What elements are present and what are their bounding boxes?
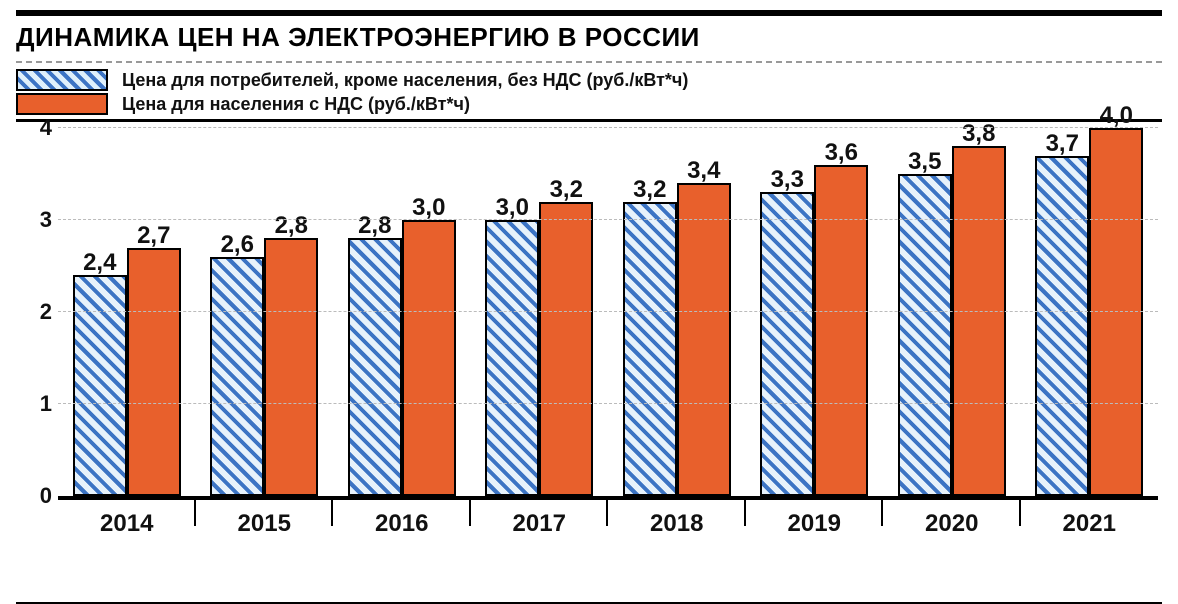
gridline xyxy=(58,127,1158,128)
y-tick-label: 1 xyxy=(18,391,52,417)
bar-chart: 2,42,72,62,82,83,03,03,23,23,43,33,63,53… xyxy=(16,128,1162,548)
bars-container: 2,42,72,62,82,83,03,03,23,23,43,33,63,53… xyxy=(58,128,1158,496)
bar-series2: 3,4 xyxy=(677,183,731,496)
top-rule xyxy=(16,10,1162,16)
x-tick-label: 2016 xyxy=(333,500,471,548)
bar-series1: 2,6 xyxy=(210,257,264,496)
bar-value-label: 3,6 xyxy=(825,139,858,167)
bar-series1: 3,7 xyxy=(1035,156,1089,496)
legend-label-1: Цена для потребителей, кроме населения, … xyxy=(122,70,688,91)
bar-series2: 3,8 xyxy=(952,146,1006,496)
bar-series2: 2,8 xyxy=(264,238,318,496)
bar-group: 3,03,2 xyxy=(471,128,609,496)
bar-series1: 3,0 xyxy=(485,220,539,496)
bar-series2: 3,2 xyxy=(539,202,593,496)
bar-value-label: 3,8 xyxy=(962,120,995,148)
x-tick-label: 2017 xyxy=(471,500,609,548)
bar-value-label: 4,0 xyxy=(1100,102,1133,130)
y-tick-label: 0 xyxy=(18,483,52,509)
bar-value-label: 3,2 xyxy=(550,176,583,204)
legend: Цена для потребителей, кроме населения, … xyxy=(16,69,1162,115)
legend-label-2: Цена для населения с НДС (руб./кВт*ч) xyxy=(122,94,470,115)
x-tick-label: 2018 xyxy=(608,500,746,548)
bar-value-label: 2,4 xyxy=(83,249,116,277)
bar-value-label: 2,8 xyxy=(275,212,308,240)
dashed-rule xyxy=(16,61,1162,63)
y-tick-label: 2 xyxy=(18,299,52,325)
x-tick-label: 2015 xyxy=(196,500,334,548)
y-tick-label: 3 xyxy=(18,207,52,233)
legend-item-1: Цена для потребителей, кроме населения, … xyxy=(16,69,1162,91)
bar-group: 3,23,4 xyxy=(608,128,746,496)
bar-series2: 2,7 xyxy=(127,248,181,496)
x-tick-label: 2021 xyxy=(1021,500,1159,548)
gridline xyxy=(58,311,1158,312)
gridline xyxy=(58,219,1158,220)
gridline xyxy=(58,403,1158,404)
bar-series1: 2,4 xyxy=(73,275,127,496)
bar-group: 2,62,8 xyxy=(196,128,334,496)
bar-series2: 3,0 xyxy=(402,220,456,496)
bar-group: 2,42,7 xyxy=(58,128,196,496)
bar-series2: 3,6 xyxy=(814,165,868,496)
bar-series2: 4,0 xyxy=(1089,128,1143,496)
bar-value-label: 2,8 xyxy=(358,212,391,240)
bar-group: 3,33,6 xyxy=(746,128,884,496)
legend-swatch-hatch xyxy=(16,69,108,91)
bar-value-label: 3,7 xyxy=(1046,130,1079,158)
chart-card: ДИНАМИКА ЦЕН НА ЭЛЕКТРОЭНЕРГИЮ В РОССИИ … xyxy=(0,0,1178,604)
y-tick-label: 4 xyxy=(18,115,52,141)
bar-value-label: 2,7 xyxy=(137,222,170,250)
bar-series1: 3,5 xyxy=(898,174,952,496)
bar-value-label: 3,2 xyxy=(633,176,666,204)
x-tick-label: 2020 xyxy=(883,500,1021,548)
legend-item-2: Цена для населения с НДС (руб./кВт*ч) xyxy=(16,93,1162,115)
bar-group: 3,74,0 xyxy=(1021,128,1159,496)
x-tick-label: 2019 xyxy=(746,500,884,548)
bar-value-label: 3,5 xyxy=(908,148,941,176)
bar-series1: 2,8 xyxy=(348,238,402,496)
bar-value-label: 3,0 xyxy=(496,194,529,222)
bar-series1: 3,2 xyxy=(623,202,677,496)
x-axis: 20142015201620172018201920202021 xyxy=(58,498,1158,548)
legend-swatch-solid xyxy=(16,93,108,115)
bar-value-label: 2,6 xyxy=(221,231,254,259)
bar-value-label: 3,0 xyxy=(412,194,445,222)
bar-group: 2,83,0 xyxy=(333,128,471,496)
bar-group: 3,53,8 xyxy=(883,128,1021,496)
bar-series1: 3,3 xyxy=(760,192,814,496)
x-tick-label: 2014 xyxy=(58,500,196,548)
bar-value-label: 3,3 xyxy=(771,166,804,194)
chart-title: ДИНАМИКА ЦЕН НА ЭЛЕКТРОЭНЕРГИЮ В РОССИИ xyxy=(16,22,1162,53)
bar-value-label: 3,4 xyxy=(687,157,720,185)
plot-area: 2,42,72,62,82,83,03,03,23,23,43,33,63,53… xyxy=(58,128,1158,498)
